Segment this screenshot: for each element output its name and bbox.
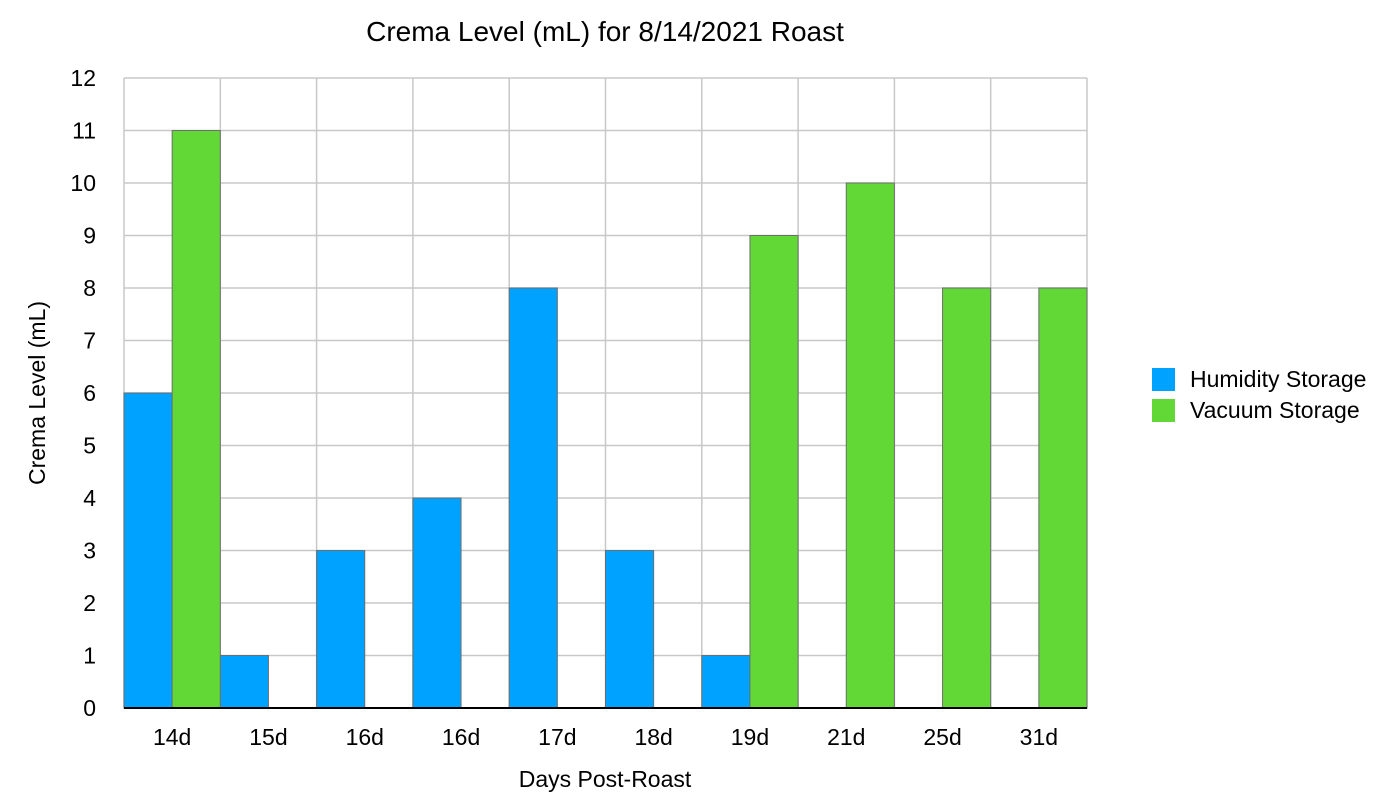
bar-vacuum-7 xyxy=(845,182,895,709)
legend: Humidity Storage Vacuum Storage xyxy=(1152,366,1366,423)
bar-vacuum-8 xyxy=(942,287,992,709)
x-tick-label: 31d xyxy=(1020,724,1058,750)
legend-swatch-vacuum xyxy=(1152,399,1175,422)
bar-vacuum-0 xyxy=(171,130,221,709)
bars xyxy=(123,130,1088,709)
y-tick-label: 1 xyxy=(83,643,96,669)
x-tick-label: 21d xyxy=(827,724,865,750)
y-tick-label: 4 xyxy=(83,485,96,511)
y-tick-label: 3 xyxy=(83,538,96,564)
legend-label-humidity: Humidity Storage xyxy=(1190,366,1366,392)
legend-swatch-humidity xyxy=(1152,368,1175,391)
y-tick-label: 8 xyxy=(83,275,96,301)
y-axis-title: Crema Level (mL) xyxy=(24,301,50,485)
bar-humidity-4 xyxy=(508,287,558,709)
chart-title: Crema Level (mL) for 8/14/2021 Roast xyxy=(366,16,844,47)
x-tick-label: 25d xyxy=(923,724,961,750)
x-tick-label: 14d xyxy=(153,724,191,750)
y-tick-label: 2 xyxy=(83,590,96,616)
y-tick-label: 0 xyxy=(83,695,96,721)
x-tick-label: 18d xyxy=(634,724,672,750)
bar-humidity-5 xyxy=(605,550,655,709)
bar-humidity-6 xyxy=(701,655,751,709)
bar-humidity-3 xyxy=(412,497,462,709)
x-tick-label: 16d xyxy=(346,724,384,750)
y-tick-label: 12 xyxy=(70,65,96,91)
bar-vacuum-6 xyxy=(749,235,799,709)
bar-humidity-0 xyxy=(123,392,173,709)
y-tick-label: 6 xyxy=(83,380,96,406)
bar-humidity-1 xyxy=(219,655,269,709)
x-axis-ticks: 14d 15d 16d 16d 17d 18d 19d 21d 25d 31d xyxy=(153,724,1058,750)
x-tick-label: 16d xyxy=(442,724,480,750)
legend-label-vacuum: Vacuum Storage xyxy=(1190,397,1360,423)
x-tick-label: 17d xyxy=(538,724,576,750)
y-tick-label: 11 xyxy=(72,118,96,144)
y-tick-label: 10 xyxy=(70,170,96,196)
y-tick-label: 5 xyxy=(83,433,96,459)
y-tick-label: 7 xyxy=(83,328,96,354)
bar-humidity-2 xyxy=(316,550,366,709)
x-tick-label: 15d xyxy=(249,724,287,750)
x-tick-label: 19d xyxy=(731,724,769,750)
y-tick-label: 9 xyxy=(83,223,96,249)
bar-vacuum-9 xyxy=(1038,287,1088,709)
x-axis-title: Days Post-Roast xyxy=(519,766,692,792)
